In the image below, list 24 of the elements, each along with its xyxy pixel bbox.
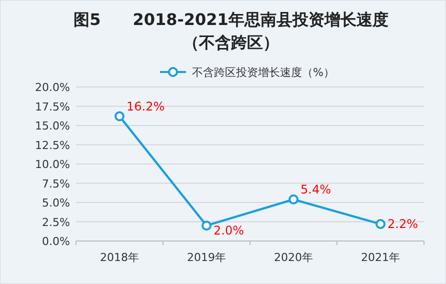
- point: [114, 111, 124, 122]
- y-tick-label: 2.5%: [42, 216, 70, 229]
- x-tick-label: 2018年: [100, 251, 139, 264]
- text: 2.2%: [388, 217, 418, 232]
- x-tick-label: 2020年: [274, 251, 313, 264]
- point: [376, 219, 386, 230]
- text: 5.4%: [300, 182, 331, 196]
- y-tick-label: 0.0%: [42, 235, 70, 248]
- y-tick-label: 10.0%: [35, 158, 70, 171]
- y-tick-label: 20.0%: [35, 81, 70, 94]
- point: [288, 194, 298, 204]
- y-tick-label: 7.5%: [42, 177, 70, 190]
- y-tick-label: 12.5%: [35, 138, 70, 152]
- y-tick-label: 5.0%: [42, 196, 70, 210]
- point: [202, 220, 212, 231]
- chart-subtitle: （不含跨区）: [183, 33, 279, 52]
- text: 16.2%: [126, 99, 165, 114]
- y-tick-label: 15.0%: [35, 120, 70, 132]
- x-tick-label: 2021年: [361, 251, 400, 264]
- x-tick-label: 2019年: [187, 251, 226, 264]
- y-tick-label: 17.5%: [35, 100, 70, 114]
- legend-label: 不含跨区投资增长速度（%）: [192, 66, 334, 79]
- chart-title: 图5 2018-2021年思南县投资增长速度: [74, 10, 388, 29]
- text: 2.0%: [214, 224, 244, 238]
